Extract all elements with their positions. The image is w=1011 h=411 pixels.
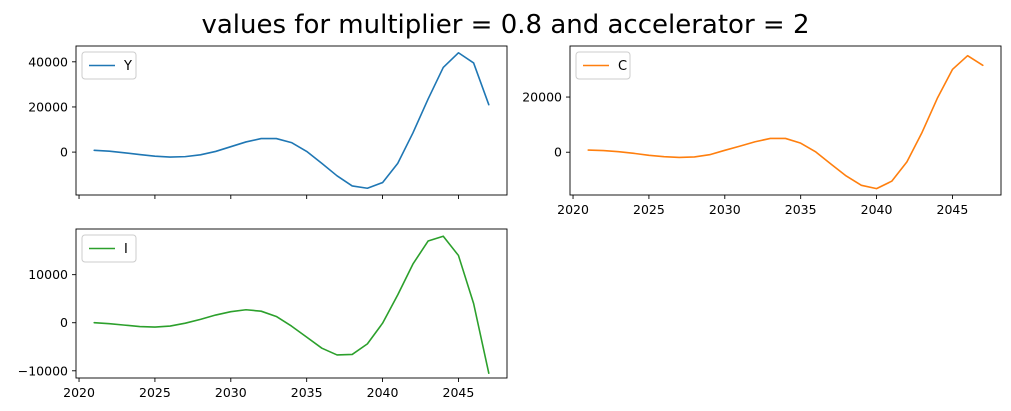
legend: I — [81, 234, 137, 263]
legend-label: C — [618, 59, 627, 74]
y-tick-label: 20000 — [28, 99, 68, 114]
x-tick-label: 2040 — [861, 202, 893, 217]
legend: C — [575, 51, 631, 80]
y-tick-label: 40000 — [28, 54, 68, 69]
x-tick-label: 2045 — [937, 202, 969, 217]
legend-label: I — [124, 242, 128, 257]
x-tick-label: 2025 — [633, 202, 665, 217]
x-tick-label: 2025 — [139, 385, 171, 400]
legend: Y — [81, 51, 137, 80]
y-tick-label: −10000 — [18, 363, 68, 378]
x-tick-label: 2020 — [557, 202, 589, 217]
x-tick-label: 2045 — [443, 385, 475, 400]
x-tick-label: 2040 — [367, 385, 399, 400]
axes-frame — [75, 228, 508, 379]
y-tick-label: 0 — [60, 315, 68, 330]
axes-frame — [569, 45, 1002, 196]
x-tick-label: 2035 — [291, 385, 323, 400]
subplots: 0 20000 40000 Y 2020 2025 2030 2035 2040 2045 0 200… — [18, 45, 1002, 400]
x-tick-label: 2030 — [709, 202, 741, 217]
y-tick-label: 10000 — [28, 267, 68, 282]
chart-top-right: 2020 2025 2030 2035 2040 2045 0 20000 C — [522, 45, 1002, 217]
series-line-i — [93, 235, 490, 374]
y-tick-label: 0 — [60, 145, 68, 160]
chart-top-left: 0 20000 40000 Y — [28, 45, 508, 199]
chart-bottom-left: 2020 2025 2030 2035 2040 2045 −10000 0 10000 I — [18, 228, 508, 400]
x-tick-label: 2030 — [215, 385, 247, 400]
series-line-c — [587, 54, 984, 190]
y-tick-label: 20000 — [522, 90, 562, 105]
legend-label: Y — [123, 59, 132, 74]
x-tick-label: 2035 — [785, 202, 817, 217]
series-line-y — [93, 51, 490, 190]
x-tick-label: 2020 — [63, 385, 95, 400]
axes-frame — [75, 45, 508, 196]
y-tick-label: 0 — [554, 145, 562, 160]
figure-title: values for multiplier = 0.8 and accelera… — [201, 10, 809, 40]
